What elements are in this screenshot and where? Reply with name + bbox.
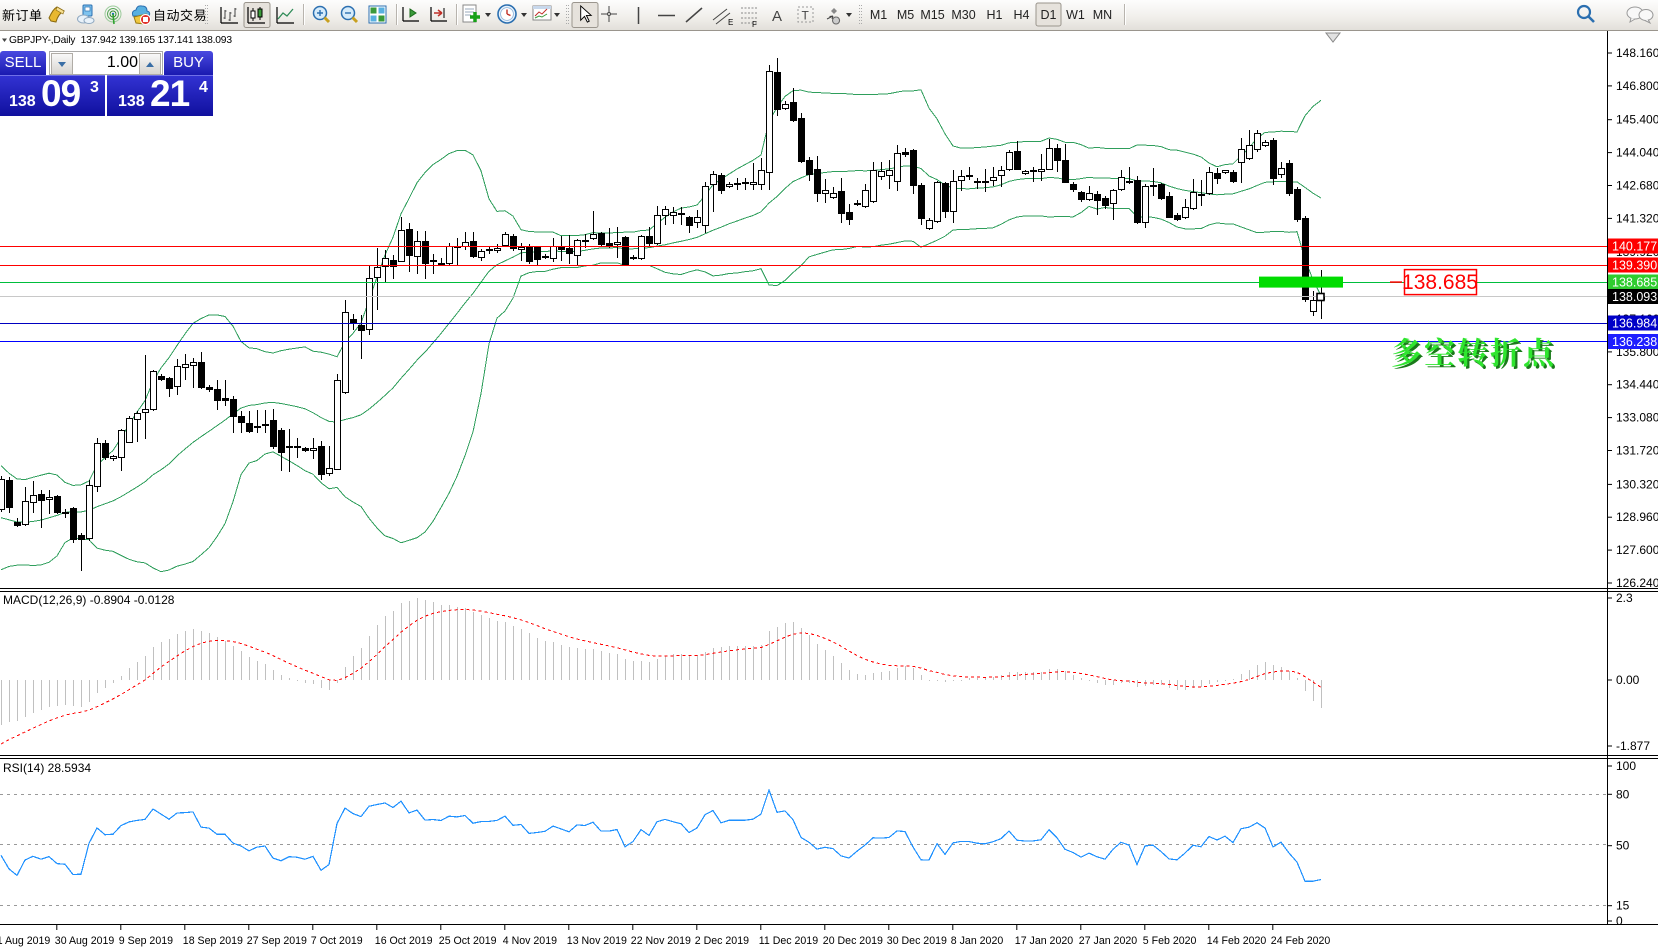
svg-text:D1: D1 xyxy=(1041,8,1057,22)
svg-text:138.093: 138.093 xyxy=(1612,290,1657,304)
svg-text:21 Aug 2019: 21 Aug 2019 xyxy=(0,935,50,947)
svg-text:134.440: 134.440 xyxy=(1616,378,1658,392)
svg-text:A: A xyxy=(772,8,782,25)
svg-text:18 Sep 2019: 18 Sep 2019 xyxy=(183,935,243,947)
svg-text:138.685: 138.685 xyxy=(1612,276,1657,290)
svg-text:27 Sep 2019: 27 Sep 2019 xyxy=(247,935,307,947)
svg-text:GBPJPY-,Daily 137.942 139.165: GBPJPY-,Daily 137.942 139.165 137.141 13… xyxy=(9,35,232,46)
svg-text:F: F xyxy=(752,20,757,29)
svg-text:146.800: 146.800 xyxy=(1616,79,1658,93)
svg-text:15: 15 xyxy=(1616,899,1630,913)
svg-text:80: 80 xyxy=(1616,787,1630,801)
svg-text:2.3: 2.3 xyxy=(1616,591,1633,605)
svg-text:148.160: 148.160 xyxy=(1616,46,1658,60)
svg-text:131.720: 131.720 xyxy=(1616,444,1658,458)
svg-text:139.390: 139.390 xyxy=(1612,259,1657,273)
svg-text:20 Dec 2019: 20 Dec 2019 xyxy=(823,935,883,947)
svg-text:8 Jan 2020: 8 Jan 2020 xyxy=(951,935,1004,947)
svg-text:5 Feb 2020: 5 Feb 2020 xyxy=(1143,935,1197,947)
svg-text:E: E xyxy=(728,18,733,27)
svg-text:16 Oct 2019: 16 Oct 2019 xyxy=(375,935,433,947)
svg-text:140.177: 140.177 xyxy=(1612,240,1657,254)
svg-text:2 Dec 2019: 2 Dec 2019 xyxy=(695,935,749,947)
svg-text:M5: M5 xyxy=(897,8,914,22)
svg-text:MN: MN xyxy=(1093,8,1112,22)
svg-text:144.040: 144.040 xyxy=(1616,146,1658,160)
svg-text:138.685: 138.685 xyxy=(1402,271,1478,294)
svg-text:25 Oct 2019: 25 Oct 2019 xyxy=(439,935,497,947)
svg-text:30 Aug 2019: 30 Aug 2019 xyxy=(55,935,115,947)
svg-text:M15: M15 xyxy=(920,8,944,22)
svg-text:14 Feb 2020: 14 Feb 2020 xyxy=(1207,935,1267,947)
svg-text:7 Oct 2019: 7 Oct 2019 xyxy=(311,935,363,947)
svg-text:0.00: 0.00 xyxy=(1616,673,1640,687)
svg-text:RSI(14) 28.5934: RSI(14) 28.5934 xyxy=(3,761,91,775)
svg-text:4 Nov 2019: 4 Nov 2019 xyxy=(503,935,557,947)
svg-text:136.984: 136.984 xyxy=(1612,317,1657,331)
svg-text:126.240: 126.240 xyxy=(1616,576,1658,590)
svg-text:24 Feb 2020: 24 Feb 2020 xyxy=(1271,935,1331,947)
svg-text:9 Sep 2019: 9 Sep 2019 xyxy=(119,935,173,947)
svg-text:-1.877: -1.877 xyxy=(1616,739,1650,753)
svg-text:30 Dec 2019: 30 Dec 2019 xyxy=(887,935,947,947)
svg-text:50: 50 xyxy=(1616,839,1630,853)
svg-text:136.238: 136.238 xyxy=(1612,335,1657,349)
svg-text:13 Nov 2019: 13 Nov 2019 xyxy=(567,935,627,947)
svg-text:22 Nov 2019: 22 Nov 2019 xyxy=(631,935,691,947)
svg-text:M1: M1 xyxy=(870,8,887,22)
svg-text:145.400: 145.400 xyxy=(1616,113,1658,127)
svg-text:11 Dec 2019: 11 Dec 2019 xyxy=(759,935,818,947)
svg-text:17 Jan 2020: 17 Jan 2020 xyxy=(1015,935,1073,947)
svg-text:MACD(12,26,9) -0.8904 -0.0128: MACD(12,26,9) -0.8904 -0.0128 xyxy=(3,593,175,607)
svg-text:0: 0 xyxy=(1616,914,1623,928)
svg-text:141.320: 141.320 xyxy=(1616,211,1658,225)
svg-text:128.960: 128.960 xyxy=(1616,510,1658,524)
svg-text:M30: M30 xyxy=(951,8,975,22)
svg-text:133.080: 133.080 xyxy=(1616,411,1658,425)
svg-text:T: T xyxy=(802,9,810,23)
svg-text:130.320: 130.320 xyxy=(1616,477,1658,491)
svg-text:H4: H4 xyxy=(1014,8,1030,22)
svg-text:100: 100 xyxy=(1616,759,1636,773)
svg-text:27 Jan 2020: 27 Jan 2020 xyxy=(1079,935,1137,947)
svg-text:H1: H1 xyxy=(987,8,1003,22)
svg-text:127.600: 127.600 xyxy=(1616,543,1658,557)
svg-text:W1: W1 xyxy=(1066,8,1085,22)
svg-text:142.680: 142.680 xyxy=(1616,179,1658,193)
